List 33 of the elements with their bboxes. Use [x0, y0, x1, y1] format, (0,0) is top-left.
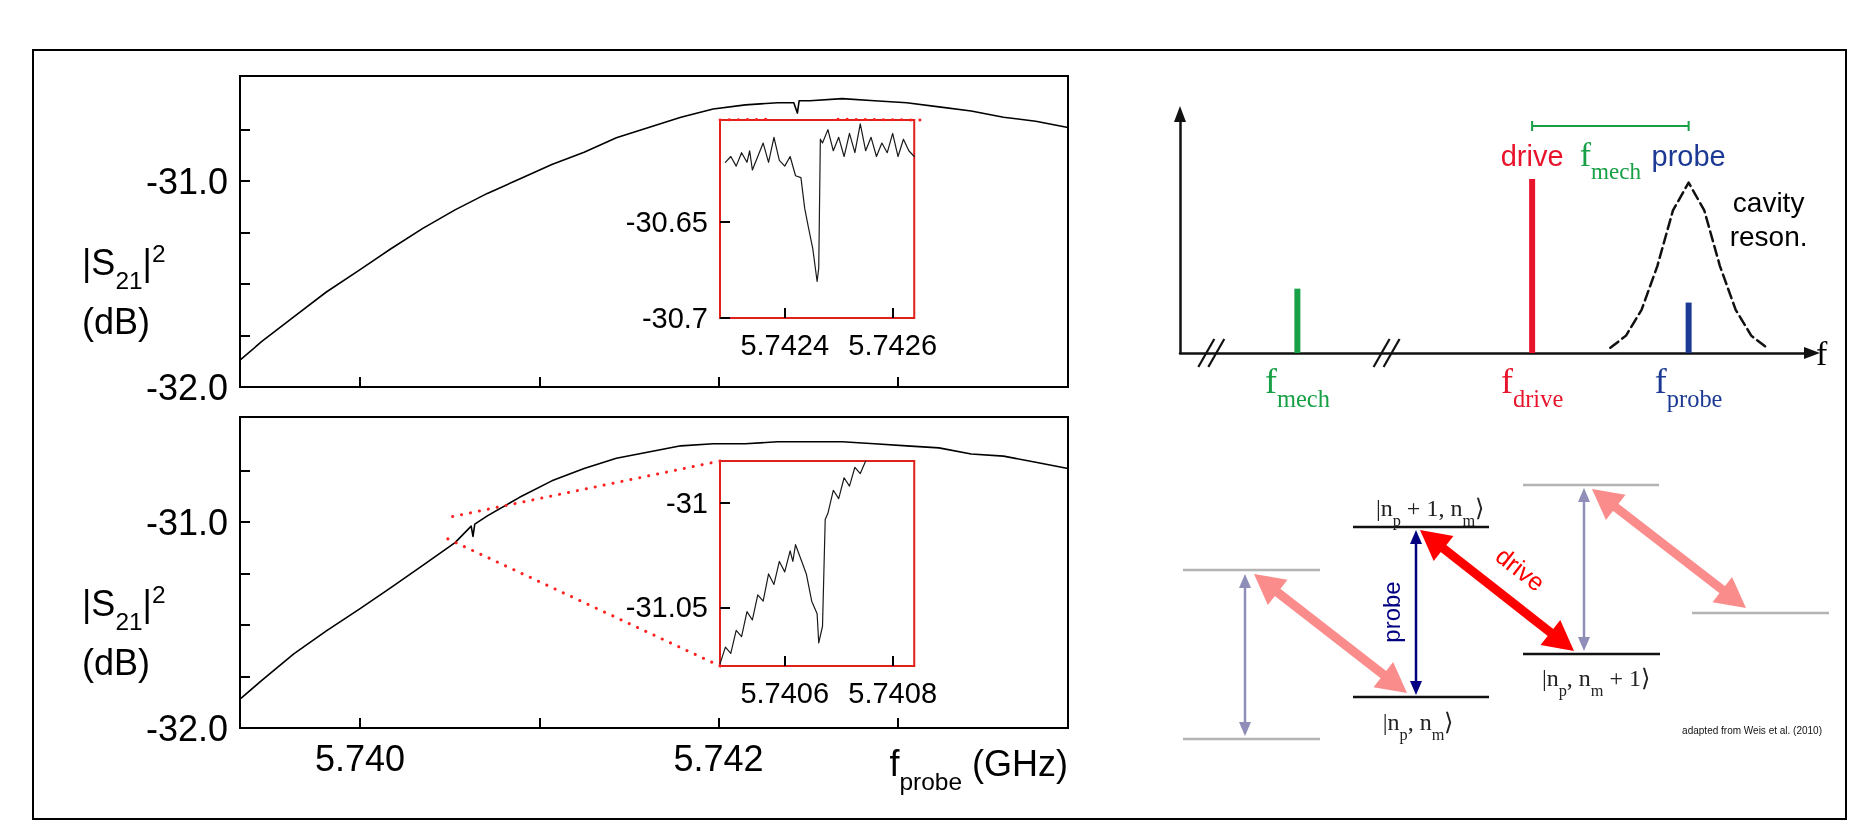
y-tick-label: -32.0 — [145, 366, 228, 408]
y-tick-label: -31 — [666, 486, 708, 519]
text: probe — [1651, 140, 1726, 172]
x-tick-label: 5.7426 — [848, 328, 937, 361]
x-tick-label: f$_{probe}$ — [1654, 361, 1723, 412]
text: |S$_{21}$|$^{2}$ (dB) — [82, 239, 166, 343]
y-tick-label: -31.0 — [145, 501, 228, 543]
y-tick-label: -30.7 — [641, 302, 708, 334]
line-series — [724, 123, 915, 283]
x-tick-label: f$_{mech}$ — [1264, 361, 1330, 412]
x-axis-title: f$_{probe}$ (GHz) — [889, 743, 1068, 795]
y-tick-label: -30.65 — [625, 205, 708, 238]
annotation: cavity reson. — [1729, 187, 1808, 252]
x-tick-label: 5.7424 — [740, 328, 830, 361]
x-tick-label: 5.740 — [315, 737, 406, 779]
y-tick-label: -31.05 — [625, 591, 708, 624]
text: drive — [1500, 140, 1564, 172]
text: probe — [1378, 581, 1405, 643]
text: |S$_{21}$|$^{2}$ (dB) — [82, 580, 166, 684]
x-tick-label: f$_{drive}$ — [1500, 361, 1564, 412]
text: drive — [1490, 541, 1551, 597]
text: adapted from Weis et al. (2010) — [1682, 725, 1822, 736]
x-tick-label: 5.742 — [673, 737, 764, 779]
annotation: f$_{mech}$ — [1579, 136, 1642, 184]
text: |n$_{p}$, n$_{m}$⟩ — [1382, 709, 1454, 744]
text: |n$_{p}$, n$_{m}$ + 1⟩ — [1541, 665, 1651, 700]
x-tick-label: 5.7408 — [848, 676, 937, 709]
text: |n$_{p}$ + 1, n$_{m}$⟩ — [1375, 495, 1485, 530]
y-tick-label: -32.0 — [145, 707, 228, 749]
y-tick-label: -31.0 — [145, 160, 228, 202]
x-axis-title: f — [1816, 334, 1828, 372]
line-series — [719, 460, 867, 665]
x-tick-label: 5.7406 — [740, 676, 830, 709]
